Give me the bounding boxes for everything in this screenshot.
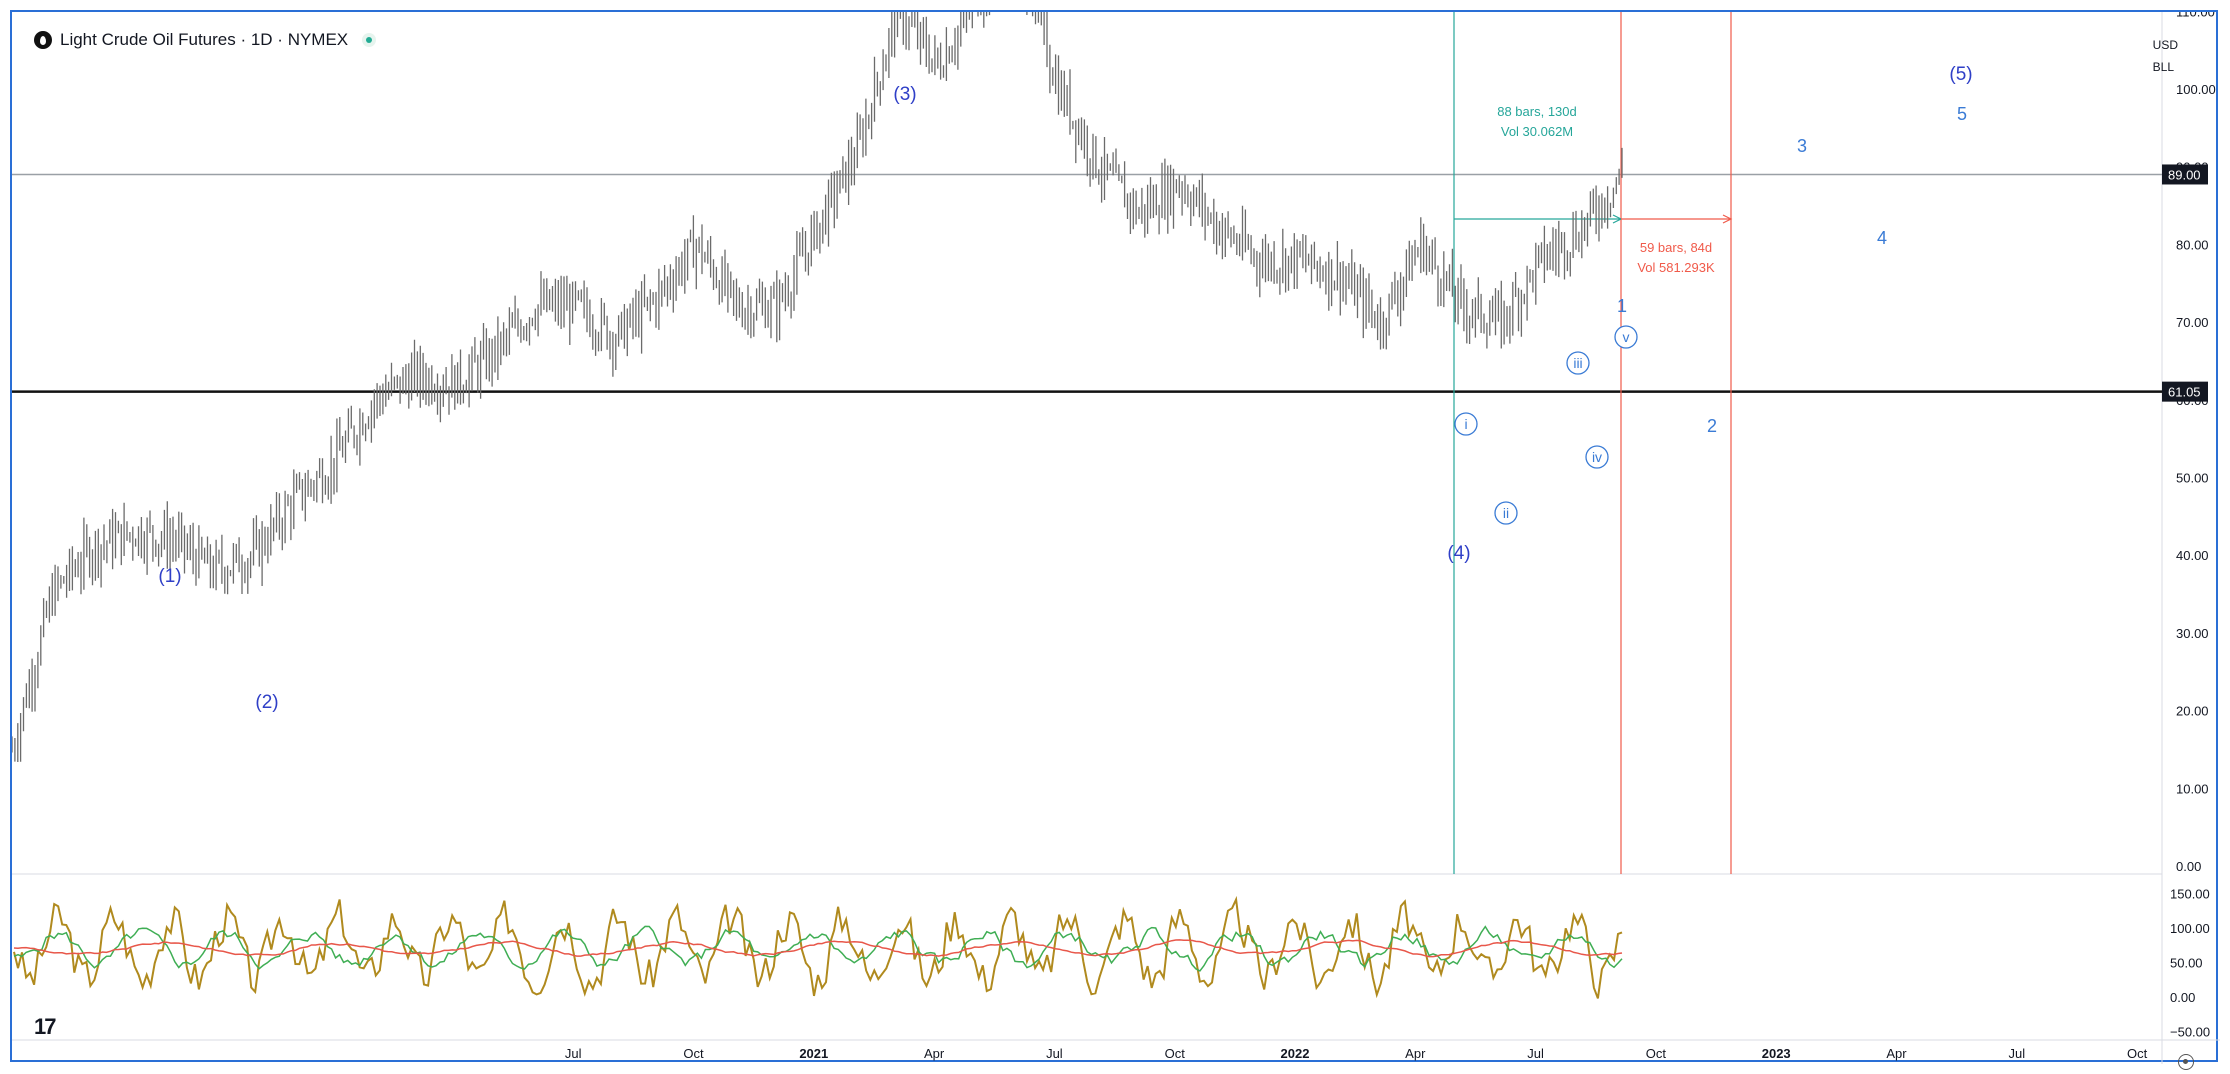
arrow-head-icon [1722,214,1733,224]
time-axis-label: Jul [2008,1046,2025,1061]
time-axis-label: 2023 [1762,1046,1791,1061]
oil-drop-icon [34,31,52,49]
wave-label-w1: (1) [158,566,181,587]
wave-label-s3: 3 [1797,136,1807,156]
tradingview-logo-icon[interactable]: 17 [34,1014,57,1039]
measure-red-volume: Vol 581.293K [1637,260,1715,275]
osc-tick-label: −50.00 [2170,1025,2210,1040]
support-label-box [2162,381,2208,402]
time-axis-label: Oct [2127,1046,2148,1061]
wave-circle-icon [1585,445,1609,469]
market-status-icon [362,33,377,47]
price-tick-label: 80.00 [2176,237,2209,252]
time-axis-label: Jul [565,1046,582,1061]
price-tick-label: 20.00 [2176,704,2209,719]
chart-frame: 140.00130.00120.00110.00100.0090.0080.00… [10,10,2220,1070]
oscillator-slow-line [13,939,1623,958]
unit-label: BLL [2152,60,2175,74]
chart-canvas[interactable]: 140.00130.00120.00110.00100.0090.0080.00… [12,12,2220,1064]
price-tick-label: 0.00 [2176,859,2201,874]
price-tick-label: 100.00 [2176,82,2216,97]
price-tick-label: 50.00 [2176,471,2209,486]
wave-circle-icon [1454,412,1478,436]
price-tick-label: 30.00 [2176,626,2209,641]
time-axis-label: Oct [683,1046,704,1061]
time-axis-label: Jul [1046,1046,1063,1061]
wave-label-s2: 2 [1707,416,1717,436]
time-axis-label: Apr [1405,1046,1426,1061]
time-axis-label: Apr [924,1046,945,1061]
measure-red-bars: 59 bars, 84d [1640,240,1712,255]
support-price-label: 61.05 [2168,385,2201,400]
measure-green-bars: 88 bars, 130d [1497,104,1577,119]
wave-label-v: v [1623,329,1630,345]
currency-label: USD [2152,38,2178,52]
wave-label-s1: 1 [1617,296,1627,316]
price-tick-label: 10.00 [2176,781,2209,796]
price-series [12,12,1623,762]
time-axis-label: Jul [1527,1046,1544,1061]
wave-label-w3: (3) [893,84,916,105]
wave-label-i: i [1464,416,1467,432]
wave-label-ii: ii [1503,505,1509,521]
price-tick-label: 110.00 [2176,12,2215,19]
wave-label-s4: 4 [1877,228,1887,248]
oscillator-fast-line [13,895,1623,999]
wave-label-w4: (4) [1447,543,1470,564]
oscillator-pane [13,895,1623,999]
price-tick-label: 40.00 [2176,548,2209,563]
osc-tick-label: 50.00 [2170,956,2203,971]
osc-tick-label: 0.00 [2170,990,2195,1005]
time-axis-label: 2021 [799,1046,828,1061]
wave-label-iii: iii [1573,355,1582,371]
time-axis-label: Apr [1886,1046,1907,1061]
price-tick-label: 70.00 [2176,315,2209,330]
current-price-label: 89.00 [2168,167,2201,182]
measure-green-volume: Vol 30.062M [1501,124,1573,139]
symbol-header[interactable]: Light Crude Oil Futures · 1D · NYMEX [34,30,377,50]
price-label-box [2162,164,2208,185]
time-axis-label: 2022 [1281,1046,1310,1061]
wave-circle-icon [1494,501,1518,525]
price-bar [12,12,1623,762]
osc-tick-label: 100.00 [2170,921,2210,936]
wave-circle-icon [1614,325,1638,349]
time-axis-label: Oct [1646,1046,1667,1061]
wave-label-w2: (2) [255,692,278,713]
wave-label-w5: (5) [1949,64,1972,85]
osc-tick-label: 150.00 [2170,887,2210,902]
wave-circle-icon [1566,351,1590,375]
currency-unit-selector[interactable]: USD BLL [2153,34,2178,78]
time-axis-label: Oct [1165,1046,1186,1061]
symbol-title: Light Crude Oil Futures · 1D · NYMEX [60,30,349,49]
oscillator-signal-line [13,925,1623,972]
settings-gear-icon[interactable] [2178,1054,2194,1070]
wave-label-iv: iv [1592,449,1602,465]
wave-label-s5: 5 [1957,104,1967,124]
